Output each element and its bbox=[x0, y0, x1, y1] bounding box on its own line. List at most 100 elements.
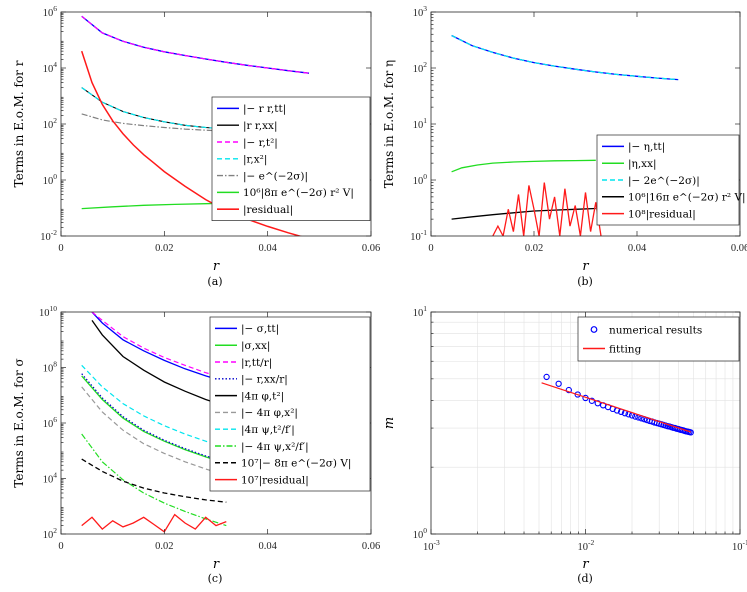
y-tick-label-exp: 2 bbox=[53, 526, 57, 535]
legend-frame bbox=[211, 96, 371, 221]
y-tick-label-exp: 2 bbox=[423, 60, 427, 69]
y-tick-label-base: 10 bbox=[413, 64, 424, 75]
legend-entry: |residual| bbox=[243, 204, 293, 217]
x-tick-label: 0.06 bbox=[362, 243, 380, 254]
series-line-6 bbox=[80, 50, 303, 236]
y-tick-label-base: 10 bbox=[413, 176, 424, 187]
y-tick-label-base: 10 bbox=[413, 120, 424, 131]
x-tick-label: 0 bbox=[428, 243, 433, 254]
x-tick-label: 0.02 bbox=[155, 541, 173, 552]
x-tick-label-exp: -3 bbox=[434, 538, 440, 547]
y-tick-label-exp: 1 bbox=[423, 116, 427, 125]
y-tick-label-exp: 3 bbox=[423, 4, 427, 13]
legend-swatch bbox=[590, 326, 598, 333]
y-tick-label-exp: 8 bbox=[53, 360, 57, 369]
series-line-2 bbox=[91, 312, 227, 380]
y-tick-label: 102 bbox=[413, 60, 428, 75]
y-tick-label: 102 bbox=[43, 116, 58, 131]
y-tick-label-exp: 0 bbox=[423, 172, 427, 181]
legend-entry: |− 4π ψ,x²/f′| bbox=[241, 441, 309, 454]
legend-entry: |− r,xx/r| bbox=[241, 374, 288, 387]
series-group bbox=[80, 15, 310, 236]
y-tick-label-exp: 2 bbox=[53, 116, 57, 125]
x-axis-label: r bbox=[213, 557, 220, 572]
data-point bbox=[574, 391, 581, 398]
series-line-1 bbox=[81, 87, 227, 130]
data-point bbox=[565, 386, 572, 394]
y-tick-label: 102 bbox=[43, 526, 58, 541]
series-line-0 bbox=[81, 15, 310, 74]
data-point bbox=[543, 373, 550, 381]
y-tick-label-exp: 6 bbox=[53, 4, 57, 13]
legend-entry: |4π φ,t²| bbox=[241, 390, 284, 403]
x-tick-label: 0.04 bbox=[628, 243, 647, 254]
panel-caption: (a) bbox=[207, 275, 222, 288]
y-tick-label: 10-1 bbox=[410, 228, 427, 243]
y-tick-label-base: 10 bbox=[413, 8, 424, 19]
y-axis-label: m bbox=[382, 417, 397, 429]
legend-entry: 10⁸|residual| bbox=[628, 208, 696, 221]
y-tick-label-exp: 1 bbox=[423, 304, 427, 313]
data-point bbox=[555, 380, 562, 387]
legend-frame bbox=[209, 316, 371, 492]
x-tick-label: 0 bbox=[58, 243, 63, 254]
x-tick-label: 10-1 bbox=[732, 538, 747, 553]
panel-caption: (c) bbox=[208, 572, 223, 585]
y-tick-label-base: 10 bbox=[43, 364, 54, 375]
legend-entry: |r,x²| bbox=[243, 154, 267, 167]
series-line-4 bbox=[492, 182, 602, 236]
x-tick-label: 0.02 bbox=[525, 243, 543, 254]
x-tick-label: 10-2 bbox=[578, 538, 595, 553]
legend: |− r r,tt| |r r,xx| |− r,t²| |r,x²| |− e^(−2… bbox=[211, 96, 371, 221]
series-line-0 bbox=[91, 312, 227, 383]
x-tick-label: 0.04 bbox=[258, 541, 277, 552]
y-tick-label-base: 10 bbox=[43, 120, 54, 131]
y-tick-label: 101 bbox=[413, 116, 428, 131]
y-tick-label: 100 bbox=[413, 526, 428, 541]
legend-entry: numerical results bbox=[609, 324, 702, 336]
series-line-3 bbox=[81, 373, 227, 463]
series-line-1 bbox=[541, 382, 691, 433]
x-axis-label: r bbox=[582, 557, 589, 572]
y-tick-label: 104 bbox=[43, 471, 58, 486]
y-tick-label-exp: -1 bbox=[421, 228, 427, 237]
legend-entry: 10⁶|16π e^(−2σ) r² V| bbox=[628, 192, 746, 205]
y-tick-label-exp: 6 bbox=[53, 415, 57, 424]
legend-entry: |σ,xx| bbox=[241, 340, 270, 353]
series-line-7 bbox=[81, 433, 227, 527]
y-tick-label-base: 10 bbox=[40, 232, 51, 243]
y-tick-label: 10-2 bbox=[40, 228, 57, 243]
legend: |− η,tt| |η,xx| |− 2e^(−2σ)| 10⁶|16π e^(−2σ… bbox=[596, 134, 746, 226]
y-axis-label: Terms in E.o.M. for η bbox=[382, 60, 396, 188]
legend: numerical results fitting bbox=[577, 316, 740, 362]
series-line-1 bbox=[81, 375, 227, 465]
legend-entry: |− 4π φ,x²| bbox=[241, 407, 298, 420]
series-line-2 bbox=[451, 34, 679, 81]
x-tick-label: 0.04 bbox=[258, 243, 277, 254]
series-line-1 bbox=[451, 159, 596, 173]
y-tick-label-exp: -2 bbox=[51, 228, 57, 237]
y-tick-label: 100 bbox=[413, 172, 428, 187]
legend-entry: |− η,tt| bbox=[628, 141, 665, 154]
y-tick-label-base: 10 bbox=[410, 232, 421, 243]
legend-entry: 10⁷|− 8π e^(−2σ) V| bbox=[241, 458, 351, 471]
y-tick-label-exp: 0 bbox=[53, 172, 57, 181]
series-line-9 bbox=[81, 513, 227, 533]
series-line-4 bbox=[91, 320, 227, 407]
x-tick-label-base: 10 bbox=[732, 542, 743, 553]
legend-entry: |r r,xx| bbox=[243, 120, 277, 133]
y-tick-label-base: 10 bbox=[413, 308, 424, 319]
y-tick-label-exp: 4 bbox=[53, 60, 57, 69]
y-tick-label-base: 10 bbox=[43, 475, 54, 486]
series-line-4 bbox=[81, 113, 227, 132]
x-axis: 10-3 10-2 10-1 bbox=[423, 312, 747, 553]
legend-entry: |− r r,tt| bbox=[243, 103, 286, 116]
series-group bbox=[451, 34, 679, 236]
legend-frame bbox=[577, 316, 740, 362]
legend-entry: |4π ψ,t²/f′| bbox=[241, 424, 295, 437]
series-line-3 bbox=[81, 87, 227, 130]
y-tick-label-base: 10 bbox=[43, 419, 54, 430]
x-tick-label: 10-3 bbox=[423, 538, 440, 553]
